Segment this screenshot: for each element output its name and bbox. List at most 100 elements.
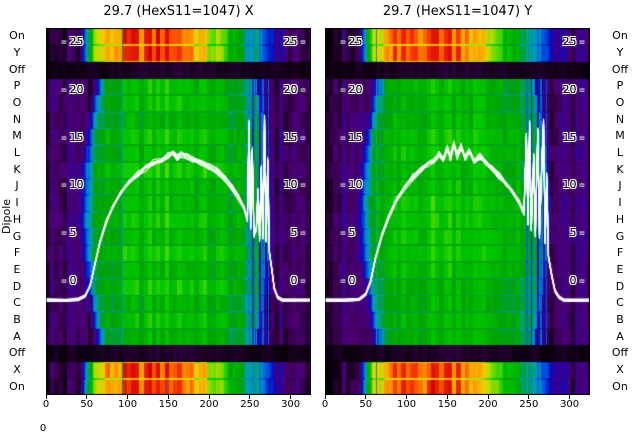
row-label-o-4: O	[12, 96, 22, 110]
row-label-p-3: P	[13, 79, 21, 93]
y-tick-label-right: 0 -	[290, 274, 305, 287]
row-label-f-13: F	[616, 246, 624, 260]
row-label-a-18: A	[13, 329, 21, 343]
row-label-x-20: X	[13, 362, 21, 376]
y-tick-label-right: 25 -	[562, 35, 584, 48]
x-tick-label: 300	[281, 399, 301, 410]
x-tick-label: 250	[519, 399, 539, 410]
x-tick-label: 150	[437, 399, 457, 410]
row-label-y-1: Y	[13, 46, 21, 60]
y-tick-label-right: 5 -	[290, 226, 305, 240]
x-tick-label: 0	[42, 399, 50, 410]
y-tick-label-left: - 5	[341, 226, 356, 240]
row-label-x-20: X	[616, 362, 624, 376]
row-label-m-6: M	[615, 129, 625, 143]
y-tick-label-right: 25 -	[283, 35, 305, 48]
x-tick-label: 300	[560, 399, 580, 410]
row-label-d-15: D	[12, 279, 22, 293]
x-tick-mark	[45, 395, 47, 399]
x-tick-mark	[290, 395, 292, 399]
y-tick-label-right: 0 -	[569, 274, 584, 287]
row-label-c-16: C	[616, 296, 624, 310]
row-label-l-7: L	[616, 146, 624, 160]
y-tick-label-left: - 20	[341, 82, 363, 96]
row-label-c-16: C	[13, 296, 21, 310]
x-tick-mark	[365, 395, 367, 399]
y-tick-label-left: - 25	[62, 35, 84, 48]
heatmap-panel-y	[325, 28, 590, 395]
y-tick-label-right: 10 -	[562, 178, 584, 192]
y-tick-label-right: 15 -	[283, 130, 305, 144]
y-tick-label-right: 5 -	[569, 226, 584, 240]
row-label-k-8: K	[13, 162, 21, 176]
row-label-off-19: Off	[8, 346, 26, 360]
row-label-on-0: On	[612, 29, 628, 43]
row-label-f-13: F	[13, 246, 21, 260]
x-tick-mark	[86, 395, 88, 399]
row-label-i-10: I	[15, 196, 19, 210]
x-tick-label: 100	[117, 399, 138, 410]
row-label-n-5: N	[12, 112, 22, 126]
x-tick-mark	[446, 395, 448, 399]
row-label-n-5: N	[615, 112, 625, 126]
panel-title-x: 29.7 (HexS11=1047) X	[103, 4, 254, 19]
x-tick-label: 200	[478, 399, 498, 410]
row-label-m-6: M	[12, 129, 22, 143]
row-label-h-11: H	[615, 212, 625, 226]
row-label-b-17: B	[616, 312, 624, 326]
row-label-h-11: H	[12, 212, 22, 226]
x-tick-label: 200	[199, 399, 219, 410]
row-label-l-7: L	[13, 146, 21, 160]
y-tick-label-right: 15 -	[562, 130, 584, 144]
x-tick-label: 100	[396, 399, 417, 410]
row-label-b-17: B	[13, 312, 21, 326]
x-tick-label: 50	[80, 399, 94, 410]
row-label-k-8: K	[616, 162, 624, 176]
row-label-e-14: E	[616, 262, 624, 276]
row-label-on-21: On	[612, 379, 628, 393]
y-tick-label-left: - 10	[341, 178, 363, 192]
row-label-d-15: D	[615, 279, 625, 293]
y-tick-label-left: - 20	[62, 82, 84, 96]
x-tick-mark	[208, 395, 210, 399]
row-label-off-2: Off	[611, 62, 629, 76]
row-label-o-4: O	[615, 96, 625, 110]
row-label-off-2: Off	[8, 62, 26, 76]
x-tick-mark	[167, 395, 169, 399]
y-tick-label-right: 10 -	[283, 178, 305, 192]
row-label-a-18: A	[616, 329, 624, 343]
x-tick-mark	[528, 395, 530, 399]
row-label-g-12: G	[12, 229, 22, 243]
x-tick-label: 150	[158, 399, 178, 410]
row-label-e-14: E	[13, 262, 21, 276]
y-tick-label-left: - 15	[62, 130, 84, 144]
stray-zero-label: 0	[39, 423, 47, 434]
panel-title-y: 29.7 (HexS11=1047) Y	[382, 4, 533, 19]
row-label-g-12: G	[615, 229, 625, 243]
x-tick-label: 250	[240, 399, 260, 410]
x-tick-mark	[569, 395, 571, 399]
y-tick-label-right: 20 -	[283, 82, 305, 96]
x-tick-mark	[324, 395, 326, 399]
x-tick-label: 0	[321, 399, 329, 410]
y-tick-label-left: - 10	[62, 178, 84, 192]
y-tick-label-left: - 5	[62, 226, 77, 240]
heatmap-panel-x	[46, 28, 311, 395]
row-label-on-21: On	[9, 379, 25, 393]
row-label-p-3: P	[616, 79, 624, 93]
row-label-on-0: On	[9, 29, 25, 43]
x-tick-mark	[406, 395, 408, 399]
row-label-y-1: Y	[616, 46, 624, 60]
row-label-i-10: I	[618, 196, 622, 210]
x-tick-label: 50	[359, 399, 373, 410]
x-tick-mark	[249, 395, 251, 399]
y-tick-label-left: - 0	[62, 274, 77, 287]
x-tick-mark	[487, 395, 489, 399]
row-label-j-9: J	[15, 179, 19, 193]
x-tick-mark	[127, 395, 129, 399]
y-tick-label-left: - 0	[341, 274, 356, 287]
y-tick-label-left: - 25	[341, 35, 363, 48]
y-tick-label-left: - 15	[341, 130, 363, 144]
y-tick-label-right: 20 -	[562, 82, 584, 96]
